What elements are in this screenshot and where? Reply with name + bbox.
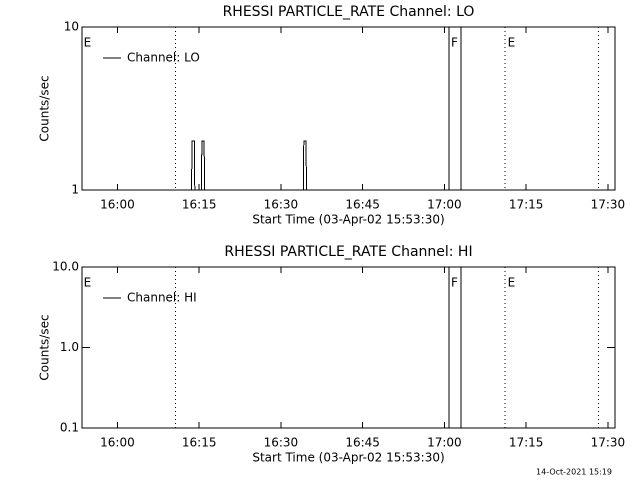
x-tick-label: 17:00 <box>427 198 462 212</box>
x-tick-label: 16:00 <box>100 198 135 212</box>
y-tick-label: 1 <box>71 183 79 197</box>
legend-label: Channel: LO <box>127 51 200 65</box>
y-tick-label: 10.0 <box>52 260 79 274</box>
x-tick-label: 17:30 <box>591 436 626 450</box>
chart-title: RHESSI PARTICLE_RATE Channel: LO <box>223 4 475 20</box>
x-tick-label: 17:30 <box>591 198 626 212</box>
x-tick-label: 17:15 <box>509 198 544 212</box>
y-axis-label: Counts/sec <box>38 314 52 380</box>
y-axis-label: Counts/sec <box>38 75 52 141</box>
flag-label: E <box>84 276 92 290</box>
flag-label: F <box>451 276 458 290</box>
flag-label: E <box>84 36 92 50</box>
legend-label: Channel: HI <box>127 291 197 305</box>
x-tick-label: 16:15 <box>182 198 217 212</box>
flag-label: E <box>508 276 516 290</box>
chart-title: RHESSI PARTICLE_RATE Channel: HI <box>224 244 472 260</box>
x-tick-label: 17:00 <box>427 436 462 450</box>
data-line <box>82 140 615 191</box>
x-tick-label: 16:15 <box>182 436 217 450</box>
flag-label: E <box>508 36 516 50</box>
x-tick-label: 16:45 <box>345 198 380 212</box>
x-tick-label: 16:30 <box>264 198 299 212</box>
x-tick-label: 17:15 <box>509 436 544 450</box>
x-axis-label: Start Time (03-Apr-02 15:53:30) <box>252 213 444 227</box>
y-tick-label: 0.1 <box>60 421 79 435</box>
footer: 14-Oct-2021 15:19 <box>536 468 612 477</box>
y-tick-label: 1.0 <box>60 340 79 354</box>
x-tick-label: 16:45 <box>345 436 380 450</box>
flag-label: F <box>451 36 458 50</box>
x-tick-label: 16:00 <box>100 436 135 450</box>
x-axis-label: Start Time (03-Apr-02 15:53:30) <box>252 451 444 465</box>
y-tick-label: 10 <box>64 20 79 34</box>
x-tick-label: 16:30 <box>264 436 299 450</box>
